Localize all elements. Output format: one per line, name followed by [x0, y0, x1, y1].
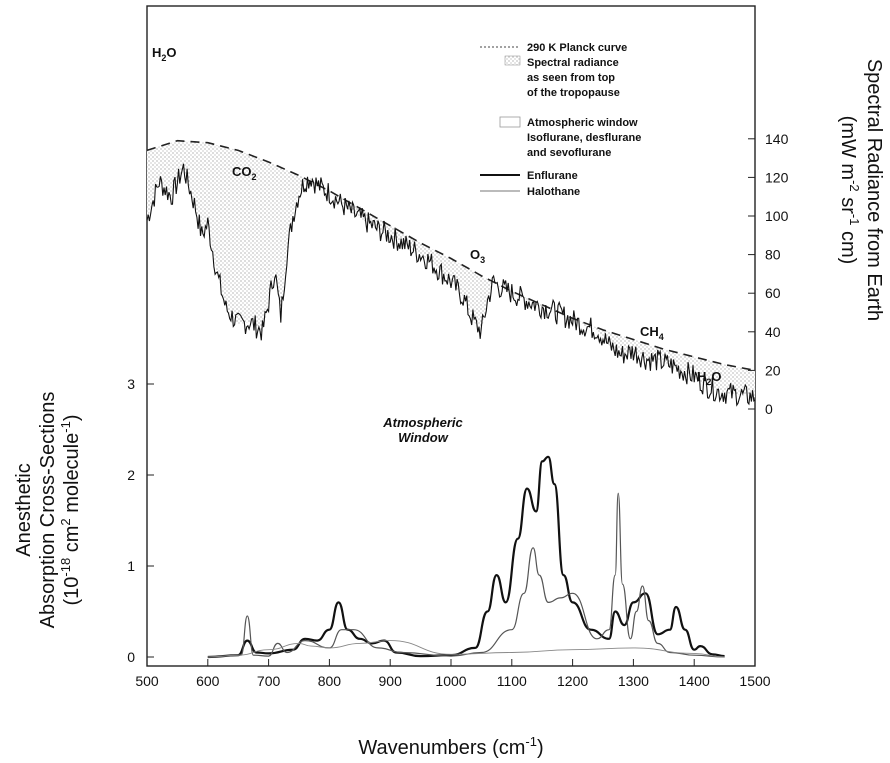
- legend-entry-window: Atmospheric window: [527, 117, 638, 129]
- x-tick-label-2: 700: [257, 673, 281, 689]
- right-tick-label-1: 20: [765, 362, 781, 378]
- legend-entry-enflurane: Enflurane: [527, 170, 578, 182]
- series-enflurane: [207, 492, 725, 658]
- window-label-line2: Window: [398, 430, 449, 445]
- series-spectral-radiance: [146, 163, 756, 407]
- x-tick-label-8: 1300: [618, 673, 649, 689]
- legend-entry-planck: 290 K Planck curve: [527, 42, 627, 54]
- right-axis-title: Spectral Radiance from Earth (mW m-2 sr-…: [837, 59, 885, 321]
- left-axis-title-line1: Anesthetic: [13, 463, 35, 556]
- left-axis-title-line2: Absorption Cross-Sections: [37, 392, 59, 629]
- legend-entry-radiance-3: of the tropopause: [527, 87, 620, 99]
- right-tick-label-2: 40: [765, 324, 781, 340]
- legend-swatch-window: [499, 116, 521, 128]
- plot-frame: [146, 5, 756, 667]
- series-isoflurane-desflurane-sevoflurane: [207, 455, 725, 659]
- stipple-fill: [147, 140, 755, 398]
- right-tick-label-0: 0: [765, 401, 773, 417]
- x-tick-label-5: 1000: [435, 673, 466, 689]
- x-tick-label-7: 1200: [557, 673, 588, 689]
- left-axis-title-line3: (10-18 cm2 molecule-1): [58, 415, 83, 606]
- x-tick-label-6: 1100: [497, 673, 527, 689]
- annotation-h2o-left: H2O: [152, 45, 177, 63]
- annotation-o3: O3: [470, 247, 485, 265]
- x-tick-label-4: 900: [379, 673, 403, 689]
- right-tick-label-7: 140: [765, 131, 789, 147]
- x-tick-label-0: 500: [135, 673, 159, 689]
- window-label-line1: Atmospheric: [382, 415, 463, 430]
- series-group: [146, 139, 756, 659]
- left-axis-title: Anesthetic Absorption Cross-Sections (10…: [13, 392, 83, 629]
- legend-entry-iso-1: Isoflurane, desflurane: [527, 132, 641, 144]
- series-halothane: [207, 640, 725, 658]
- right-axis-title-line1: Spectral Radiance from Earth: [863, 59, 885, 321]
- right-tick-label-6: 120: [765, 169, 789, 185]
- axes-group: 500 600 700 800 900 1000 1100 1200 1300 1400 15000…: [127, 131, 788, 689]
- series-planck: [146, 139, 756, 372]
- annotation-ch4: CH4: [640, 324, 664, 342]
- x-tick-label-9: 1400: [679, 673, 710, 689]
- left-tick-label-3: 3: [127, 376, 135, 392]
- legend-entry-radiance-2: as seen from top: [527, 72, 615, 84]
- right-tick-label-5: 100: [765, 208, 789, 224]
- left-tick-label-1: 1: [127, 558, 135, 574]
- x-tick-label-3: 800: [318, 673, 342, 689]
- right-axis-title-line2: (mW m-2 sr-1 cm): [837, 116, 862, 265]
- legend: 290 K Planck curve Spectral radiance as …: [480, 42, 641, 198]
- atmospheric-window-shading: [147, 140, 755, 398]
- legend-entry-halothane: Halothane: [527, 186, 580, 198]
- legend-entry-iso-2: and sevoflurane: [527, 147, 611, 159]
- x-tick-label-10: 1500: [739, 673, 770, 689]
- annotation-co2: CO2: [232, 164, 257, 182]
- right-tick-label-4: 80: [765, 247, 781, 263]
- right-tick-label-3: 60: [765, 285, 781, 301]
- x-tick-label-1: 600: [196, 673, 220, 689]
- x-axis-title: Wavenumbers (cm-1): [358, 734, 543, 759]
- left-tick-label-0: 0: [127, 649, 135, 665]
- legend-entry-radiance-1: Spectral radiance: [527, 57, 619, 69]
- legend-swatch-radiance: [504, 55, 521, 66]
- annotation-h2o-right: H2O: [697, 369, 722, 387]
- left-tick-label-2: 2: [127, 467, 135, 483]
